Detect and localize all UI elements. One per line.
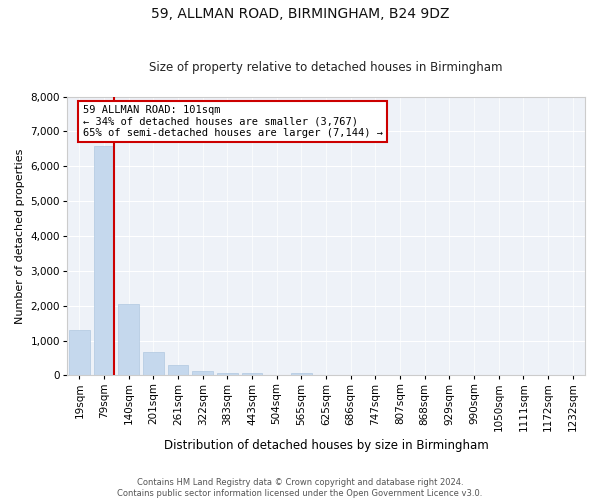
Bar xyxy=(94,146,115,376)
Bar xyxy=(217,372,238,376)
Text: 59, ALLMAN ROAD, BIRMINGHAM, B24 9DZ: 59, ALLMAN ROAD, BIRMINGHAM, B24 9DZ xyxy=(151,8,449,22)
X-axis label: Distribution of detached houses by size in Birmingham: Distribution of detached houses by size … xyxy=(164,440,488,452)
Text: Contains HM Land Registry data © Crown copyright and database right 2024.
Contai: Contains HM Land Registry data © Crown c… xyxy=(118,478,482,498)
Bar xyxy=(242,374,262,376)
Bar xyxy=(118,304,139,376)
Y-axis label: Number of detached properties: Number of detached properties xyxy=(15,148,25,324)
Bar xyxy=(167,366,188,376)
Bar xyxy=(69,330,90,376)
Text: 59 ALLMAN ROAD: 101sqm
← 34% of detached houses are smaller (3,767)
65% of semi-: 59 ALLMAN ROAD: 101sqm ← 34% of detached… xyxy=(83,105,383,138)
Bar xyxy=(291,372,312,376)
Bar xyxy=(192,370,213,376)
Bar xyxy=(143,352,164,376)
Title: Size of property relative to detached houses in Birmingham: Size of property relative to detached ho… xyxy=(149,62,503,74)
